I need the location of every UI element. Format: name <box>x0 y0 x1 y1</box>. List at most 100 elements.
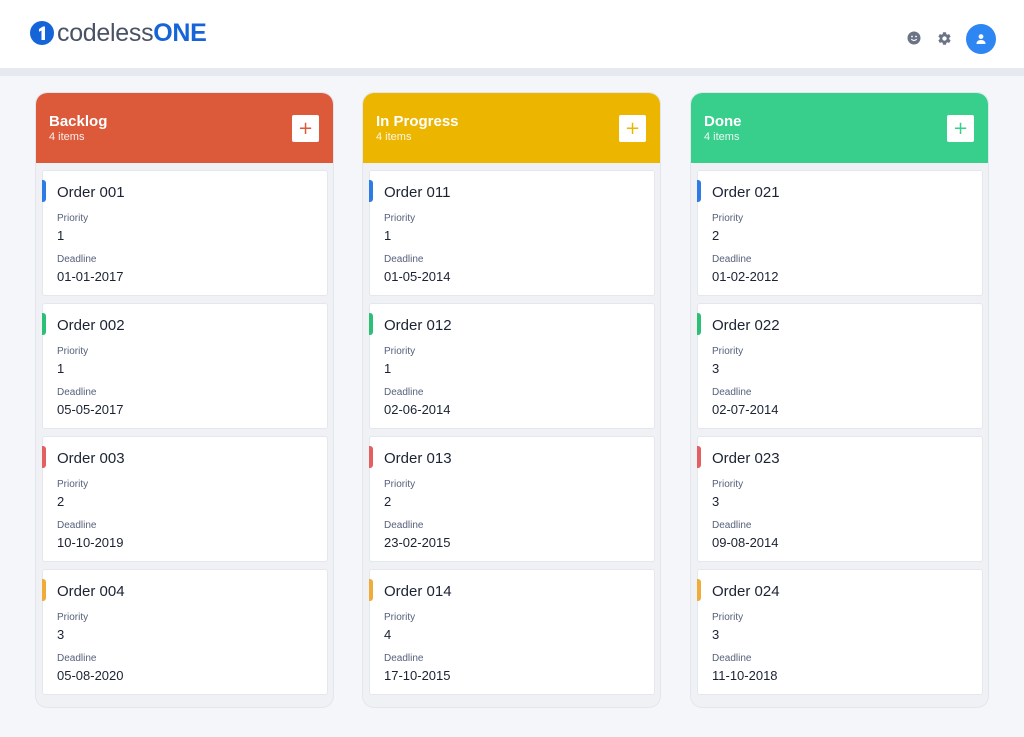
column-item-count: 4 items <box>49 131 85 143</box>
deadline-label: Deadline <box>712 387 752 398</box>
priority-label: Priority <box>57 213 89 224</box>
deadline-value: 05-08-2020 <box>57 668 124 683</box>
priority-value: 3 <box>712 361 720 376</box>
order-card[interactable]: Order 021 Priority 2 Deadline 01-02-2012 <box>697 170 983 296</box>
priority-label: Priority <box>57 479 89 490</box>
priority-label: Priority <box>57 346 89 357</box>
column-header: Backlog 4 items + <box>36 93 333 163</box>
order-card[interactable]: Order 022 Priority 3 Deadline 02-07-2014 <box>697 303 983 429</box>
add-item-button[interactable]: + <box>619 115 646 142</box>
deadline-value: 05-05-2017 <box>57 402 124 417</box>
card-title: Order 021 <box>712 184 780 201</box>
deadline-label: Deadline <box>57 653 97 664</box>
deadline-value: 17-10-2015 <box>384 668 451 683</box>
card-title: Order 023 <box>712 450 780 467</box>
deadline-label: Deadline <box>384 520 424 531</box>
top-bar: codelessONE <box>0 0 1024 68</box>
card-accent-bar <box>697 446 701 468</box>
column-in-progress: In Progress 4 items + Order 011 Priority 1 Dea… <box>362 92 661 708</box>
deadline-value: 01-02-2012 <box>712 269 779 284</box>
column-item-count: 4 items <box>376 131 412 143</box>
order-card[interactable]: Order 002 Priority 1 Deadline 05-05-2017 <box>42 303 328 429</box>
order-card[interactable]: Order 024 Priority 3 Deadline 11-10-2018 <box>697 569 983 695</box>
order-card[interactable]: Order 011 Priority 1 Deadline 01-05-2014 <box>369 170 655 296</box>
order-card[interactable]: Order 013 Priority 2 Deadline 23-02-2015 <box>369 436 655 562</box>
gear-icon[interactable] <box>936 30 952 46</box>
card-accent-bar <box>369 180 373 202</box>
order-card[interactable]: Order 003 Priority 2 Deadline 10-10-2019 <box>42 436 328 562</box>
card-title: Order 004 <box>57 583 125 600</box>
priority-value: 1 <box>57 361 65 376</box>
add-item-button[interactable]: + <box>947 115 974 142</box>
priority-value: 3 <box>712 627 720 642</box>
card-title: Order 001 <box>57 184 125 201</box>
card-title: Order 013 <box>384 450 452 467</box>
priority-label: Priority <box>384 213 416 224</box>
card-title: Order 012 <box>384 317 452 334</box>
logo-icon <box>30 21 54 45</box>
priority-label: Priority <box>712 213 744 224</box>
priority-value: 3 <box>712 494 720 509</box>
column-done: Done 4 items + Order 021 Priority 2 Deadline 01… <box>690 92 989 708</box>
card-accent-bar <box>369 446 373 468</box>
user-icon <box>976 34 986 44</box>
order-card[interactable]: Order 001 Priority 1 Deadline 01-01-2017 <box>42 170 328 296</box>
card-accent-bar <box>697 313 701 335</box>
deadline-label: Deadline <box>57 254 97 265</box>
priority-label: Priority <box>384 612 416 623</box>
priority-value: 2 <box>384 494 392 509</box>
priority-label: Priority <box>384 479 416 490</box>
priority-value: 4 <box>384 627 392 642</box>
deadline-label: Deadline <box>712 520 752 531</box>
deadline-label: Deadline <box>384 254 424 265</box>
card-accent-bar <box>697 180 701 202</box>
priority-value: 2 <box>712 228 720 243</box>
deadline-value: 02-07-2014 <box>712 402 779 417</box>
deadline-label: Deadline <box>57 520 97 531</box>
priority-value: 3 <box>57 627 65 642</box>
card-accent-bar <box>42 579 46 601</box>
deadline-value: 01-01-2017 <box>57 269 124 284</box>
user-avatar[interactable] <box>966 24 996 54</box>
column-title: Backlog <box>49 113 108 130</box>
column-title: Done <box>704 113 742 130</box>
add-item-button[interactable]: + <box>292 115 319 142</box>
smiley-icon[interactable] <box>906 30 922 46</box>
column-backlog: Backlog 4 items + Order 001 Priority 1 Deadlin… <box>35 92 334 708</box>
deadline-label: Deadline <box>384 653 424 664</box>
order-card[interactable]: Order 004 Priority 3 Deadline 05-08-2020 <box>42 569 328 695</box>
priority-label: Priority <box>712 346 744 357</box>
deadline-value: 10-10-2019 <box>57 535 124 550</box>
priority-label: Priority <box>57 612 89 623</box>
deadline-label: Deadline <box>712 653 752 664</box>
column-header: In Progress 4 items + <box>363 93 660 163</box>
deadline-value: 09-08-2014 <box>712 535 779 550</box>
card-accent-bar <box>42 446 46 468</box>
deadline-label: Deadline <box>712 254 752 265</box>
topbar-divider <box>0 68 1024 76</box>
card-title: Order 022 <box>712 317 780 334</box>
order-card[interactable]: Order 012 Priority 1 Deadline 02-06-2014 <box>369 303 655 429</box>
card-title: Order 024 <box>712 583 780 600</box>
card-title: Order 011 <box>384 184 451 201</box>
logo[interactable]: codelessONE <box>30 20 207 46</box>
deadline-label: Deadline <box>384 387 424 398</box>
card-accent-bar <box>42 180 46 202</box>
order-card[interactable]: Order 023 Priority 3 Deadline 09-08-2014 <box>697 436 983 562</box>
deadline-label: Deadline <box>57 387 97 398</box>
deadline-value: 23-02-2015 <box>384 535 451 550</box>
priority-value: 1 <box>57 228 65 243</box>
order-card[interactable]: Order 014 Priority 4 Deadline 17-10-2015 <box>369 569 655 695</box>
logo-text: codelessONE <box>57 19 207 47</box>
priority-value: 1 <box>384 361 392 376</box>
priority-label: Priority <box>712 479 744 490</box>
card-accent-bar <box>697 579 701 601</box>
card-title: Order 014 <box>384 583 452 600</box>
card-accent-bar <box>369 313 373 335</box>
card-accent-bar <box>369 579 373 601</box>
column-header: Done 4 items + <box>691 93 988 163</box>
card-title: Order 003 <box>57 450 125 467</box>
deadline-value: 01-05-2014 <box>384 269 451 284</box>
priority-value: 1 <box>384 228 392 243</box>
card-title: Order 002 <box>57 317 125 334</box>
